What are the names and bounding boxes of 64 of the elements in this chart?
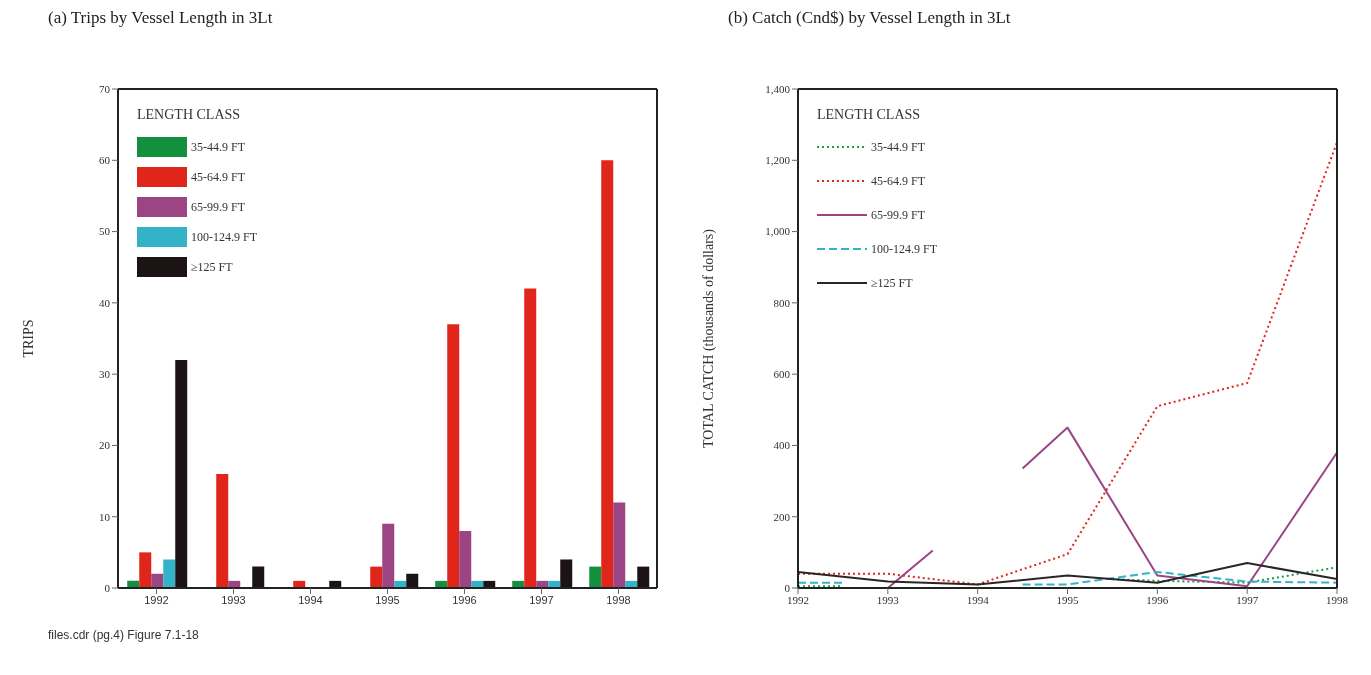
y-tick-label: 0 [104, 581, 111, 594]
y-tick-label: 40 [99, 296, 111, 309]
legend-label: 65-99.9 FT [191, 199, 245, 215]
legend-label: 35-44.9 FT [871, 139, 925, 155]
legend-label: 100-124.9 FT [191, 229, 257, 245]
legend-label: ≥125 FT [191, 259, 233, 275]
x-tick-label: 1998 [1326, 593, 1349, 606]
y-tick-label: 1,000 [765, 225, 791, 238]
legend-title: LENGTH CLASS [817, 107, 922, 123]
bar [637, 566, 650, 588]
x-tick-label: 1997 [1236, 593, 1259, 606]
x-tick-label: 1997 [529, 593, 554, 606]
bar [560, 559, 573, 588]
bar [589, 566, 602, 588]
bar [382, 523, 395, 588]
legend-title: LENGTH CLASS [137, 107, 242, 123]
legend-label: ≥125 FT [871, 275, 913, 291]
text: files.cdr (pg.4) Figure 7.1-18 [48, 628, 200, 642]
x-tick-label: 1992 [787, 593, 809, 606]
x-tick-label: 1995 [1056, 593, 1079, 606]
y-axis-title: TOTAL CATCH (thousands of dollars) [700, 228, 717, 448]
x-tick-label: 1996 [1146, 593, 1169, 606]
y-tick-label: 50 [99, 225, 111, 238]
y-tick-label: 1,400 [765, 82, 791, 95]
x-tick-label: 1994 [966, 593, 990, 606]
chart-title: (b) Catch (Cnd$) by Vessel Length in 3Lt [728, 8, 1012, 29]
y-tick-label: 0 [784, 581, 791, 594]
x-tick-label: 1993 [221, 593, 246, 606]
bar [139, 552, 152, 588]
x-tick-label: 1996 [452, 593, 477, 606]
bar [175, 359, 188, 588]
legend-label: 65-99.9 FT [871, 207, 925, 223]
x-tick-label: 1993 [876, 593, 900, 606]
bar [601, 160, 614, 588]
legend-label: 100-124.9 FT [871, 241, 937, 257]
y-tick-label: 20 [99, 439, 111, 452]
legend-label: 45-64.9 FT [871, 173, 925, 189]
chart-title: (a) Trips by Vessel Length in 3Lt [48, 8, 274, 29]
y-tick-label: 70 [99, 82, 111, 95]
y-tick-label: 1,200 [765, 154, 791, 167]
y-tick-label: 10 [99, 510, 111, 523]
y-tick-label: 60 [99, 154, 111, 167]
bar [406, 573, 419, 588]
bar [163, 559, 176, 588]
bar [151, 573, 164, 588]
y-tick-label: 400 [773, 439, 791, 452]
y-tick-label: 30 [99, 368, 111, 381]
y-axis-title: TRIPS [20, 319, 36, 358]
bar [370, 566, 383, 588]
legend-label: 35-44.9 FT [191, 139, 245, 155]
x-tick-label: 1998 [606, 593, 631, 606]
x-tick-label: 1994 [298, 593, 323, 606]
y-tick-label: 200 [773, 510, 791, 523]
x-tick-label: 1995 [375, 593, 400, 606]
bar [447, 324, 460, 588]
bar [613, 502, 626, 588]
y-tick-label: 600 [773, 368, 791, 381]
bar [216, 473, 229, 588]
y-tick-label: 800 [773, 296, 791, 309]
bar [459, 530, 472, 588]
x-tick-label: 1992 [144, 593, 169, 606]
bar [524, 288, 537, 588]
bar [252, 566, 265, 588]
legend-label: 45-64.9 FT [191, 169, 245, 185]
